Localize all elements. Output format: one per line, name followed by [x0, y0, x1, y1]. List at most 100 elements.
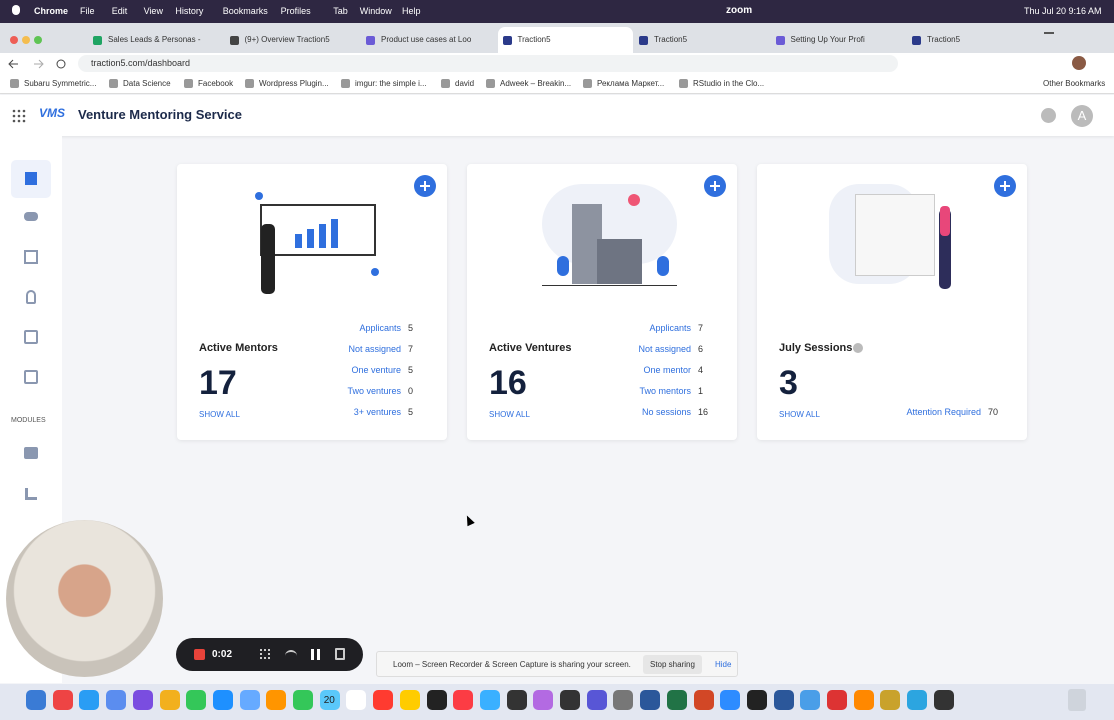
bookmark[interactable]: Реклама Маркет...	[597, 79, 665, 88]
menu-item[interactable]: File	[80, 6, 95, 16]
dock-app[interactable]	[666, 690, 687, 710]
add-button[interactable]	[704, 175, 726, 197]
add-button[interactable]	[994, 175, 1016, 197]
menu-item[interactable]: Help	[402, 6, 421, 16]
app-menu[interactable]: Chrome	[34, 6, 69, 16]
nav-dashboard[interactable]	[11, 160, 51, 198]
dock-app[interactable]	[746, 690, 767, 710]
stat-label[interactable]: Two ventures	[347, 386, 401, 396]
user-avatar[interactable]: A	[1071, 105, 1093, 127]
browser-tab[interactable]: Traction5	[634, 27, 769, 53]
dock-app[interactable]	[773, 690, 794, 710]
dock-app[interactable]	[399, 690, 420, 710]
hide-button[interactable]: Hide	[715, 660, 732, 669]
menu-item[interactable]: View	[143, 6, 163, 16]
bookmark[interactable]: Subaru Symmetric...	[24, 79, 97, 88]
window-control[interactable]	[22, 36, 30, 44]
clock[interactable]: Thu Jul 20 9:16 AM	[1024, 6, 1102, 16]
stop-record-button[interactable]	[194, 649, 205, 660]
stat-label[interactable]: Two mentors	[639, 386, 691, 396]
dock-app[interactable]	[79, 690, 100, 710]
dock-app[interactable]	[479, 690, 500, 710]
browser-tab[interactable]: Product use cases at Loo	[361, 27, 496, 53]
url[interactable]: traction5.com/dashboard	[91, 58, 191, 68]
apple-menu[interactable]	[12, 5, 20, 15]
dock-app[interactable]	[827, 690, 847, 710]
logo[interactable]: VMS	[39, 106, 66, 120]
bookmark[interactable]: imgur: the simple i...	[355, 79, 427, 88]
dock-app[interactable]	[720, 690, 741, 710]
browser-tab[interactable]: (9+) Overview Traction5	[225, 27, 360, 53]
dock-app[interactable]	[239, 690, 260, 710]
browser-tab[interactable]: Traction5	[497, 27, 633, 53]
stat-label[interactable]: One venture	[351, 365, 401, 375]
dock-app[interactable]	[613, 690, 634, 710]
nav-buttons[interactable]	[6, 57, 76, 71]
menu-item[interactable]: Edit	[111, 6, 128, 16]
stat-label[interactable]: Applicants	[359, 323, 401, 333]
stat-label[interactable]: Applicants	[649, 323, 691, 333]
dock-app[interactable]	[212, 690, 233, 710]
show-all-link[interactable]: SHOW ALL	[199, 410, 240, 419]
browser-tab[interactable]: Setting Up Your Profi	[771, 27, 906, 53]
dock-app[interactable]	[293, 690, 313, 710]
help-icon[interactable]	[1041, 108, 1056, 123]
zoom-status[interactable]: zoom	[726, 5, 753, 16]
dock-app[interactable]	[933, 690, 954, 710]
bookmark[interactable]: Data Science	[123, 79, 171, 88]
stop-sharing-button[interactable]: Stop sharing	[643, 655, 702, 674]
dock-app[interactable]	[800, 690, 821, 710]
nav-messages[interactable]	[24, 447, 38, 459]
bookmark[interactable]: david	[455, 79, 475, 88]
add-button[interactable]	[414, 175, 436, 197]
show-all-link[interactable]: SHOW ALL	[489, 410, 530, 419]
new-tab-button[interactable]	[1044, 32, 1054, 42]
address-bar[interactable]: traction5.com/dashboard	[78, 55, 898, 72]
dock-app[interactable]	[266, 690, 287, 710]
dock-app[interactable]	[106, 690, 127, 710]
dock-app[interactable]	[26, 690, 46, 710]
dock-app[interactable]	[907, 690, 928, 710]
menu-item[interactable]: History	[175, 6, 204, 16]
stat-label[interactable]: One mentor	[643, 365, 691, 375]
browser-tab[interactable]: Traction5	[907, 27, 1042, 53]
loom-delete-button[interactable]	[335, 648, 345, 660]
bookmark[interactable]: Adweek – Breakin...	[500, 79, 572, 88]
nav-calendar[interactable]	[24, 370, 38, 384]
trash[interactable]	[1068, 689, 1086, 711]
bookmark[interactable]: RStudio in the Clo...	[693, 79, 765, 88]
show-all-link[interactable]: SHOW ALL	[779, 410, 820, 419]
dock-app[interactable]	[346, 690, 367, 710]
dock-app[interactable]	[533, 690, 554, 710]
dock-app[interactable]	[853, 690, 874, 710]
profile-avatar[interactable]	[1072, 56, 1086, 70]
dock-app[interactable]	[506, 690, 527, 710]
dock-app[interactable]	[693, 690, 714, 710]
dock-app[interactable]	[159, 690, 180, 710]
menu-item[interactable]: Window	[359, 6, 392, 16]
nav-ideas[interactable]	[26, 290, 36, 304]
nav-people[interactable]	[24, 212, 38, 221]
webcam-bubble[interactable]	[6, 520, 163, 677]
dock-app[interactable]: 20	[319, 690, 340, 710]
stat-label[interactable]: No sessions	[641, 407, 691, 417]
window-control[interactable]	[10, 36, 18, 44]
dock-app[interactable]	[640, 690, 661, 710]
info-icon[interactable]	[853, 343, 863, 353]
menu-item[interactable]: Tab	[333, 6, 348, 16]
loom-undo-button[interactable]	[285, 650, 297, 658]
loom-pause-button[interactable]	[311, 649, 320, 660]
nav-companies[interactable]	[24, 250, 38, 264]
apps-grid[interactable]	[12, 109, 26, 123]
dock-app[interactable]	[52, 690, 73, 710]
dock-app[interactable]	[186, 690, 207, 710]
browser-tab[interactable]: Sales Leads & Personas -	[88, 27, 223, 53]
stat-label[interactable]: Not assigned	[638, 344, 691, 354]
nav-sessions[interactable]	[24, 330, 38, 344]
bookmark[interactable]: Facebook	[198, 79, 234, 88]
dock-app[interactable]	[426, 690, 447, 710]
other-bookmarks[interactable]: Other Bookmarks	[1043, 79, 1106, 88]
dock-app[interactable]	[373, 690, 394, 710]
nav-reports[interactable]	[25, 488, 37, 500]
window-control[interactable]	[34, 36, 42, 44]
